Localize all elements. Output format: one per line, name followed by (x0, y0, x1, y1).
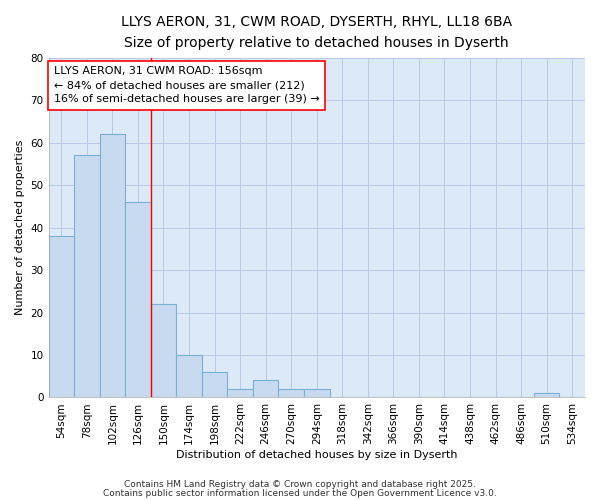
Text: Contains public sector information licensed under the Open Government Licence v3: Contains public sector information licen… (103, 489, 497, 498)
X-axis label: Distribution of detached houses by size in Dyserth: Distribution of detached houses by size … (176, 450, 458, 460)
Bar (100, 134, 125, 398)
Bar (49, 236, 74, 398)
Bar (176, 355, 202, 398)
Y-axis label: Number of detached properties: Number of detached properties (15, 140, 25, 316)
Bar (534, 393, 559, 398)
Bar (202, 372, 227, 398)
Bar (74, 156, 100, 398)
Bar (227, 389, 253, 398)
Bar (304, 389, 329, 398)
Bar (151, 304, 176, 398)
Text: LLYS AERON, 31 CWM ROAD: 156sqm
← 84% of detached houses are smaller (212)
16% o: LLYS AERON, 31 CWM ROAD: 156sqm ← 84% of… (54, 66, 320, 104)
Text: Contains HM Land Registry data © Crown copyright and database right 2025.: Contains HM Land Registry data © Crown c… (124, 480, 476, 489)
Bar (125, 202, 151, 398)
Title: LLYS AERON, 31, CWM ROAD, DYSERTH, RHYL, LL18 6BA
Size of property relative to d: LLYS AERON, 31, CWM ROAD, DYSERTH, RHYL,… (121, 15, 512, 50)
Bar (278, 389, 304, 398)
Bar (253, 380, 278, 398)
